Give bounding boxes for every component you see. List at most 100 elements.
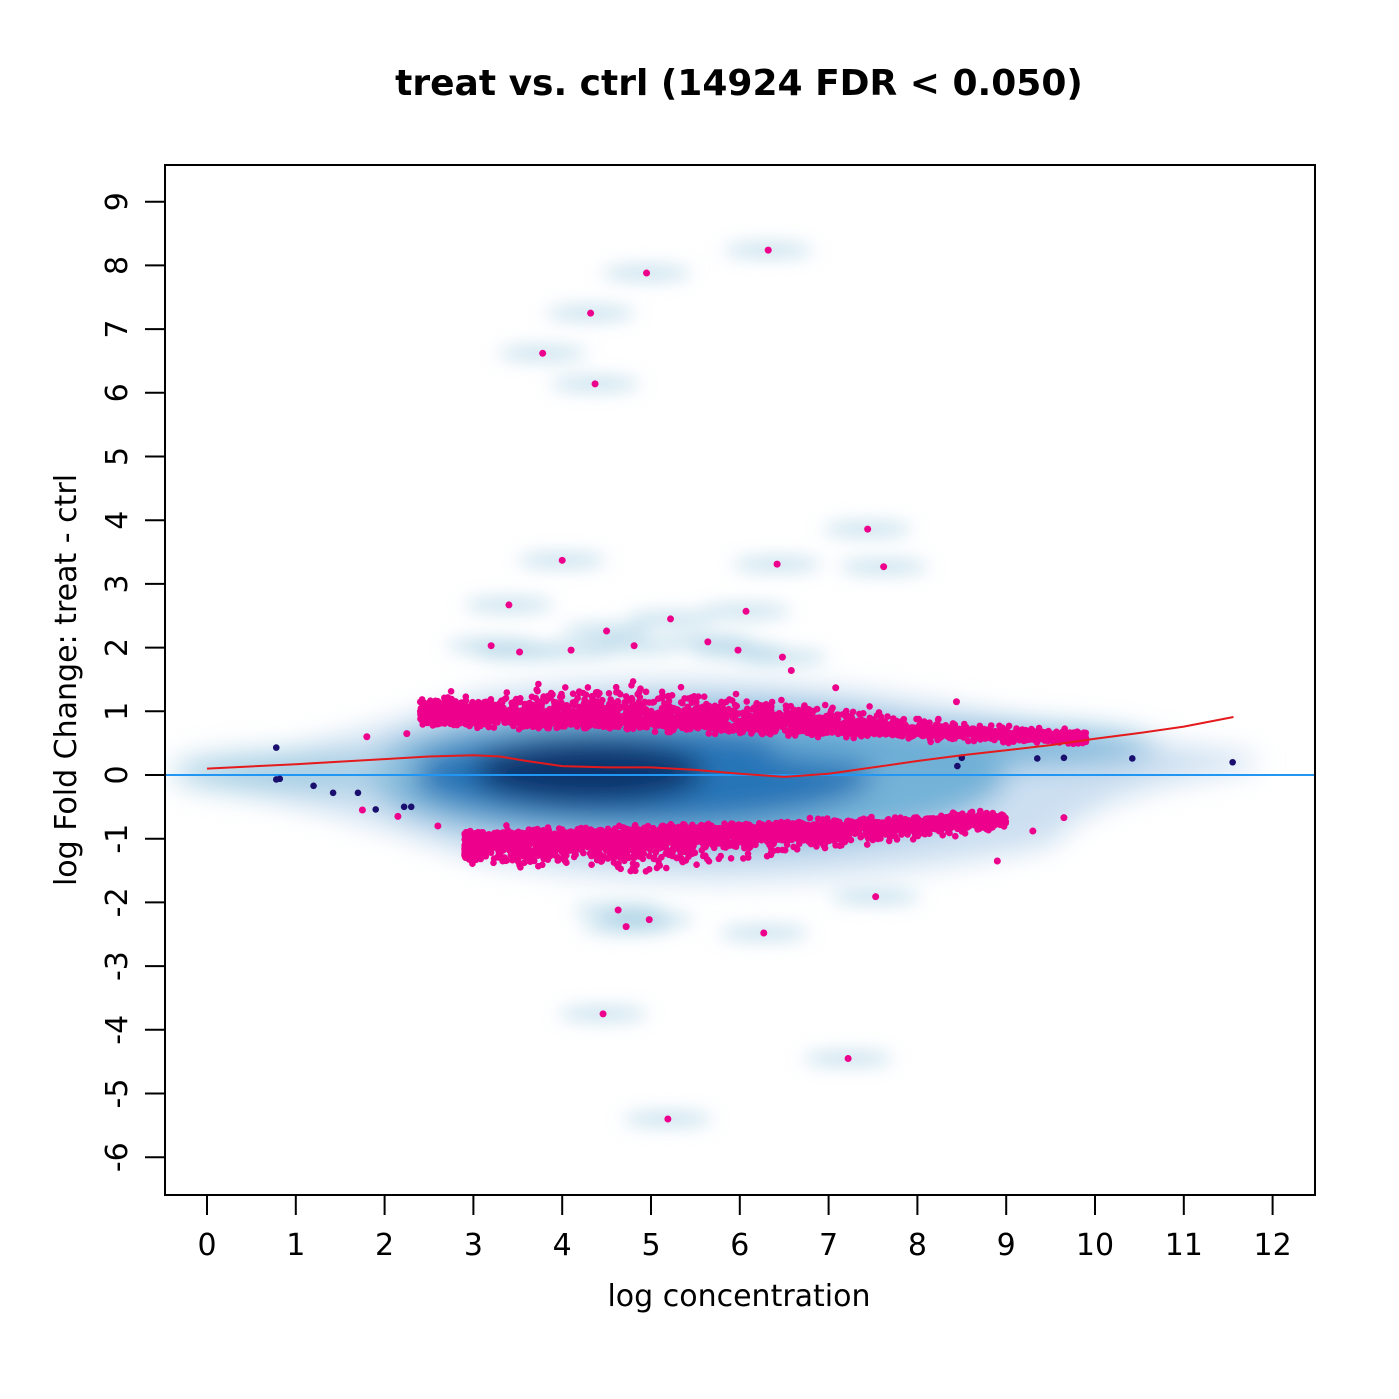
data-point <box>767 730 774 738</box>
data-point <box>1052 735 1059 743</box>
data-point <box>958 821 966 829</box>
data-point <box>539 835 546 843</box>
data-point <box>508 699 515 707</box>
data-point <box>790 706 798 714</box>
data-point <box>681 706 689 714</box>
data-point <box>874 725 881 733</box>
data-point <box>659 829 666 836</box>
data-point <box>651 728 659 735</box>
data-point <box>905 727 912 735</box>
data-point <box>806 715 813 722</box>
data-point <box>909 732 917 740</box>
data-point <box>784 715 792 722</box>
data-point <box>767 845 775 852</box>
data-point <box>680 722 687 729</box>
data-point <box>421 702 429 710</box>
data-point <box>682 857 690 864</box>
data-point <box>642 688 650 696</box>
data-point <box>800 705 808 713</box>
data-point <box>492 701 499 709</box>
data-point <box>558 690 565 698</box>
data-point <box>926 830 933 837</box>
data-point <box>643 707 651 715</box>
data-point <box>588 861 595 868</box>
data-point <box>688 850 696 858</box>
data-point <box>935 827 943 835</box>
data-point <box>725 728 733 735</box>
data-point <box>863 841 871 848</box>
data-point <box>419 721 427 728</box>
data-point <box>690 693 698 700</box>
data-point <box>817 716 824 724</box>
data-point <box>640 846 647 853</box>
data-point <box>757 707 764 714</box>
data-point <box>479 716 486 723</box>
data-point <box>647 847 654 854</box>
data-point <box>635 850 643 858</box>
data-point <box>637 837 644 844</box>
data-point <box>812 725 820 733</box>
dense-band-down <box>461 807 1010 875</box>
data-point <box>482 698 489 706</box>
data-point <box>654 718 662 726</box>
data-point <box>806 814 814 822</box>
data-point <box>838 722 845 729</box>
data-point <box>849 708 857 716</box>
data-point <box>1061 732 1068 739</box>
data-point <box>861 728 869 735</box>
data-point <box>715 721 723 729</box>
data-point <box>534 714 541 721</box>
data-point <box>624 706 632 713</box>
data-point <box>633 718 640 725</box>
data-point <box>821 840 829 847</box>
data-point <box>615 860 622 867</box>
data-point <box>786 726 794 733</box>
data-point <box>630 826 638 834</box>
points-layer <box>272 246 1236 1123</box>
data-point <box>759 730 766 738</box>
data-point <box>490 724 498 731</box>
data-point <box>604 854 611 861</box>
data-point <box>537 722 544 729</box>
data-point <box>860 710 867 717</box>
data-point <box>1081 732 1089 740</box>
data-point <box>569 835 577 843</box>
data-point <box>1030 733 1037 741</box>
data-point <box>773 722 781 730</box>
data-point <box>526 858 534 865</box>
data-point <box>778 696 785 704</box>
data-point <box>617 691 624 698</box>
data-point <box>487 832 494 840</box>
data-point <box>563 833 570 841</box>
data-point <box>649 721 657 728</box>
data-point <box>666 716 673 724</box>
data-point <box>594 688 601 696</box>
data-point <box>766 824 773 831</box>
data-point <box>515 725 523 733</box>
data-point <box>913 715 920 723</box>
data-point <box>622 693 630 700</box>
data-point <box>526 711 533 719</box>
data-point <box>482 853 490 860</box>
data-point <box>569 690 577 697</box>
data-point <box>1019 736 1026 743</box>
data-point <box>485 705 492 713</box>
data-point <box>555 712 563 720</box>
data-point <box>778 722 786 730</box>
data-point <box>890 715 897 722</box>
data-point <box>731 707 738 714</box>
data-point <box>636 693 644 701</box>
data-point <box>559 701 567 709</box>
data-point <box>653 864 661 872</box>
data-point <box>747 724 755 732</box>
data-point <box>768 698 776 706</box>
data-point <box>599 696 606 704</box>
data-point <box>537 700 544 707</box>
data-point <box>533 686 540 693</box>
data-point <box>717 726 725 734</box>
data-point <box>821 844 829 852</box>
data-point <box>884 726 892 734</box>
data-point <box>712 704 720 712</box>
data-point <box>773 832 780 840</box>
